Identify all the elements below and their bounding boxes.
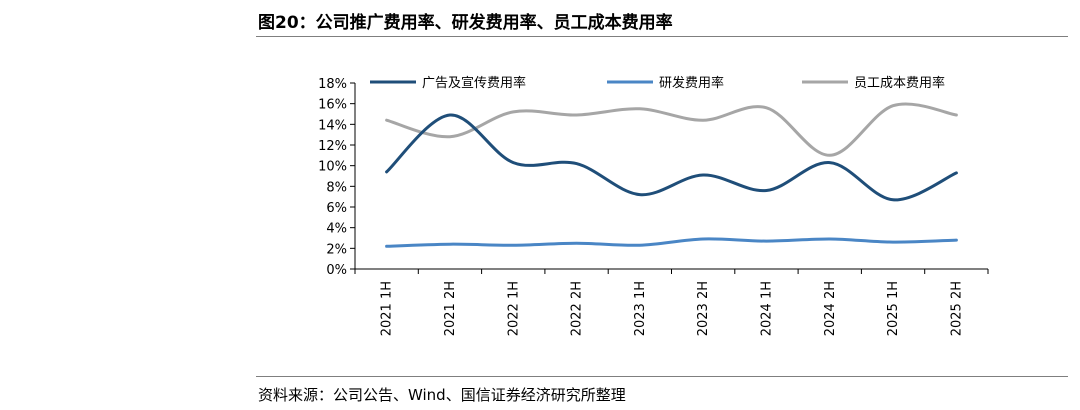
title-divider <box>256 36 1068 37</box>
y-tick-label: 16% <box>318 98 347 113</box>
series-lines <box>385 102 958 248</box>
x-tick-label: 2025 1H <box>886 281 901 336</box>
legend-label: 研发费用率 <box>659 75 724 91</box>
y-tick-label: 18% <box>318 77 347 92</box>
series-line-2 <box>385 237 958 248</box>
legend-label: 广告及宣传费用率 <box>422 75 526 91</box>
series-line-3 <box>385 102 958 157</box>
y-tick-label: 14% <box>318 118 347 133</box>
y-tick-label: 12% <box>318 139 347 154</box>
series-line-1 <box>385 113 958 202</box>
y-tick-label: 8% <box>326 180 347 195</box>
y-tick-label: 6% <box>326 201 347 216</box>
x-tick-label: 2022 1H <box>506 281 521 336</box>
source-note: 资料来源：公司公告、Wind、国信证券经济研究所整理 <box>258 386 626 404</box>
y-tick-label: 10% <box>318 160 347 175</box>
x-tick-label: 2021 1H <box>380 281 395 336</box>
x-tick-label: 2022 2H <box>570 281 585 336</box>
legend-label: 员工成本费用率 <box>854 75 945 91</box>
source-divider <box>256 376 1068 377</box>
x-tick-label: 2024 1H <box>759 281 774 336</box>
y-tick-label: 0% <box>326 263 347 278</box>
x-tick-label: 2021 2H <box>443 281 458 336</box>
figure-title: 图20：公司推广费用率、研发费用率、员工成本费用率 <box>258 13 673 33</box>
x-tick-label: 2024 2H <box>823 281 838 336</box>
y-tick-label: 4% <box>326 222 347 237</box>
x-axis: 2021 1H 2021 2H 2022 1H 2022 2H 2023 1H 2023 … <box>354 268 989 336</box>
x-tick-label: 2023 2H <box>696 281 711 336</box>
y-axis: 0% 2% 4% 6% 8% 10% 12% 14% 16% 18% <box>318 77 356 278</box>
legend: 广告及宣传费用率 研发费用率 员工成本费用率 <box>370 75 945 91</box>
y-tick-label: 2% <box>326 242 347 257</box>
x-tick-label: 2025 2H <box>949 281 964 336</box>
x-tick-label: 2023 1H <box>633 281 648 336</box>
